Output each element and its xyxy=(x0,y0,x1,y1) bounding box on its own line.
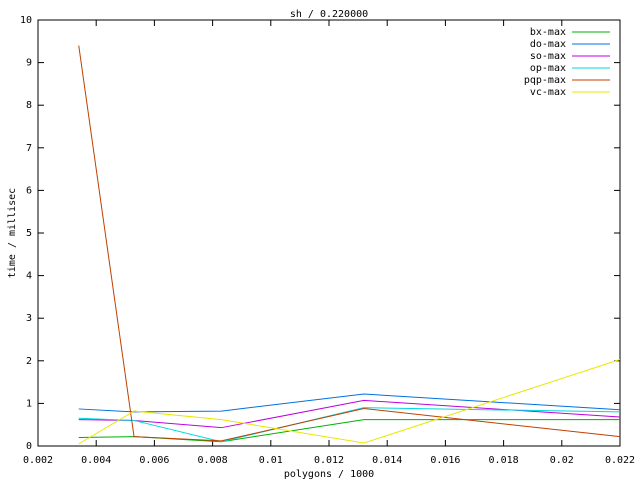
chart-title: sh / 0.220000 xyxy=(290,9,368,20)
x-tick-label: 0.014 xyxy=(372,455,402,466)
x-tick-label: 0.02 xyxy=(550,455,574,466)
legend-label: op-max xyxy=(530,63,566,74)
x-tick-label: 0.008 xyxy=(198,455,228,466)
y-tick-label: 2 xyxy=(26,356,32,367)
y-tick-label: 4 xyxy=(26,271,32,282)
y-tick-label: 3 xyxy=(26,313,32,324)
legend-label: vc-max xyxy=(530,87,566,98)
legend-label: do-max xyxy=(530,39,566,50)
legend-label: so-max xyxy=(530,51,566,62)
series-line xyxy=(78,359,621,445)
series-line xyxy=(78,45,621,442)
x-tick-label: 0.022 xyxy=(605,455,635,466)
y-tick-label: 5 xyxy=(26,228,32,239)
y-tick-label: 1 xyxy=(26,398,32,409)
series-line xyxy=(78,407,621,443)
legend-label: bx-max xyxy=(530,27,566,38)
y-tick-label: 8 xyxy=(26,100,32,111)
x-tick-label: 0.018 xyxy=(489,455,519,466)
x-tick-label: 0.016 xyxy=(430,455,460,466)
series-line xyxy=(78,393,621,413)
x-tick-label: 0.006 xyxy=(139,455,169,466)
x-tick-label: 0.01 xyxy=(259,455,283,466)
legend-label: pqp-max xyxy=(524,75,566,86)
x-tick-label: 0.012 xyxy=(314,455,344,466)
x-tick-label: 0.002 xyxy=(23,455,53,466)
y-tick-label: 0 xyxy=(26,441,32,452)
y-tick-label: 10 xyxy=(20,15,32,26)
y-tick-label: 6 xyxy=(26,185,32,196)
y-tick-label: 7 xyxy=(26,143,32,154)
y-axis-label: time / millisec xyxy=(7,188,18,278)
x-tick-label: 0.004 xyxy=(81,455,111,466)
plot-border xyxy=(37,19,621,447)
x-axis-label: polygons / 1000 xyxy=(284,469,374,480)
y-tick-label: 9 xyxy=(26,58,32,69)
